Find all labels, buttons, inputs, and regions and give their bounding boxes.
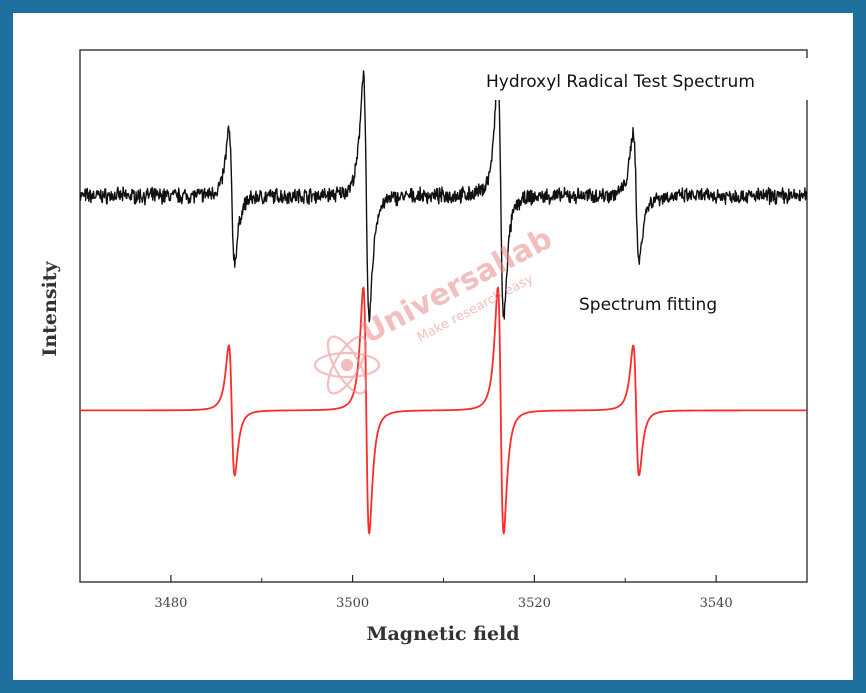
x-tick-label: 3480	[154, 596, 187, 611]
x-axis-ticks: 3480 3500 3520 3540	[154, 575, 733, 611]
series-layer	[79, 69, 808, 535]
x-tick-label: 3500	[336, 596, 369, 611]
x-tick-label: 3540	[700, 596, 733, 611]
series-line-experimental	[79, 69, 808, 323]
series-line-fitting	[79, 286, 808, 535]
annotation-test-spectrum: Hydroxyl Radical Test Spectrum	[486, 72, 755, 92]
x-tick-label: 3520	[518, 596, 551, 611]
annotation-spectrum-fitting: Spectrum fitting	[579, 295, 717, 315]
atom-logo-icon	[313, 335, 381, 395]
watermark: Universallab Make research easy	[313, 221, 558, 395]
y-axis-title: Intensity	[39, 260, 61, 356]
annotation-backdrop	[476, 58, 808, 100]
x-axis-title: Magnetic field	[366, 623, 519, 645]
